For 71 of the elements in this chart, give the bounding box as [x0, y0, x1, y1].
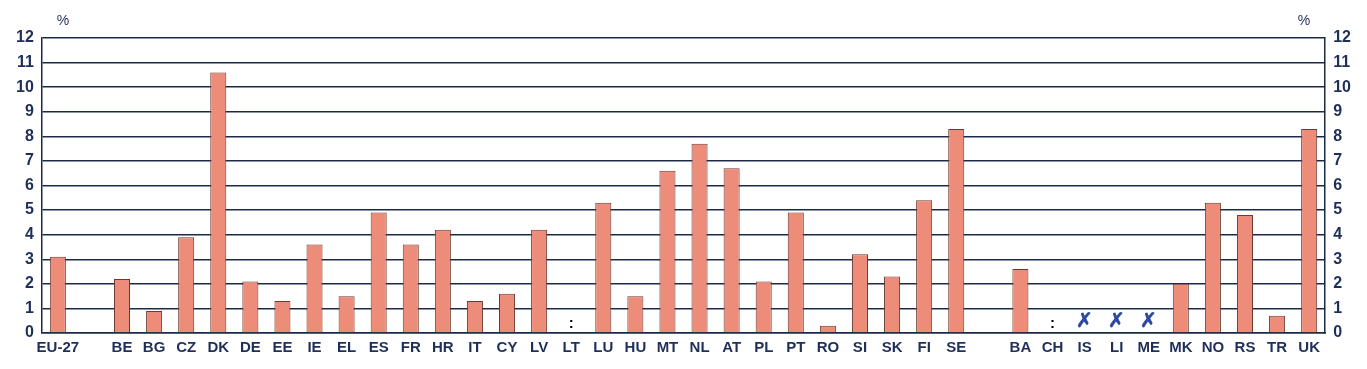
y-tick-label: 9: [24, 102, 34, 120]
y2-tick-label: 7: [1333, 151, 1343, 169]
x-tick-label: FI: [917, 338, 931, 356]
x-tick-label: UK: [1298, 338, 1321, 356]
x-tick-label: LU: [593, 338, 614, 356]
y-tick-label: 6: [24, 175, 34, 193]
y2-axis-title: %: [1297, 11, 1311, 28]
x-tick-label: PL: [754, 338, 774, 356]
x-tick-label: DK: [207, 338, 230, 356]
y-tick-label: 7: [24, 151, 34, 169]
x-tick-label: BA: [1009, 338, 1032, 356]
x-tick-label: SE: [946, 338, 967, 356]
y-tick-label: 12: [16, 28, 34, 46]
x-tick-label: BE: [111, 338, 133, 356]
x-tick-label: CY: [496, 338, 518, 356]
x-tick-label: HU: [624, 338, 647, 356]
y2-tick-label: 6: [1333, 175, 1343, 193]
y-tick-label: 2: [24, 274, 34, 292]
x-tick-label: DE: [239, 338, 261, 356]
x-tick-label: AT: [722, 338, 742, 356]
text: :: [568, 313, 574, 331]
y2-tick-label: 8: [1333, 126, 1343, 144]
x-tick-label: ES: [368, 338, 389, 356]
x-tick-label: CZ: [176, 338, 197, 356]
x-tick-label: LI: [1109, 338, 1124, 356]
y2-tick-label: 2: [1333, 274, 1343, 292]
x-tick-label: HR: [432, 338, 454, 356]
x-tick-label: MK: [1169, 338, 1193, 356]
y2-tick-label: 3: [1333, 249, 1343, 267]
x-tick-label: SK: [881, 338, 903, 356]
x-tick-label: BG: [142, 338, 166, 356]
y2-tick-label: 0: [1333, 323, 1343, 341]
y2-tick-label: 1: [1333, 298, 1343, 316]
x-tick-label: CH: [1041, 338, 1064, 356]
x-tick-label: FR: [400, 338, 421, 356]
x-tick-label: IS: [1077, 338, 1092, 356]
text: ✗: [1076, 308, 1094, 331]
text: ✗: [1108, 308, 1126, 331]
y2-tick-label: 10: [1333, 77, 1352, 95]
x-tick-label: RO: [816, 338, 840, 356]
x-tick-label: RS: [1234, 338, 1256, 356]
y-tick-label: 0: [24, 323, 34, 341]
x-tick-label: EU-27: [36, 338, 80, 356]
x-tick-label: IT: [468, 338, 482, 356]
y-tick-label: 3: [24, 249, 34, 267]
x-tick-label: ME: [1137, 338, 1160, 356]
x-tick-label: LV: [530, 338, 549, 356]
x-tick-label: EL: [337, 338, 357, 356]
text: :: [1049, 313, 1055, 331]
x-tick-label: NL: [689, 338, 710, 356]
y2-tick-label: 12: [1333, 28, 1352, 46]
y2-tick-label: 5: [1333, 200, 1343, 218]
y-axis-title: %: [56, 11, 70, 28]
y2-tick-label: 11: [1333, 52, 1351, 70]
x-tick-label: IE: [307, 338, 322, 356]
y-tick-label: 10: [16, 77, 34, 95]
y2-tick-label: 4: [1333, 225, 1343, 243]
x-tick-label: MT: [656, 338, 679, 356]
x-tick-label: PT: [786, 338, 806, 356]
x-tick-label: TR: [1267, 338, 1288, 356]
y2-tick-label: 9: [1333, 102, 1343, 120]
text: ✗: [1140, 308, 1158, 331]
y-tick-label: 4: [24, 225, 34, 243]
y-tick-label: 5: [24, 200, 34, 218]
y-tick-label: 1: [24, 298, 34, 316]
x-tick-label: NO: [1201, 338, 1225, 356]
y-tick-label: 8: [24, 126, 34, 144]
y-tick-label: 11: [16, 52, 34, 70]
x-tick-label: SI: [852, 338, 868, 356]
x-tick-label: EE: [272, 338, 293, 356]
x-tick-label: LT: [562, 338, 580, 356]
